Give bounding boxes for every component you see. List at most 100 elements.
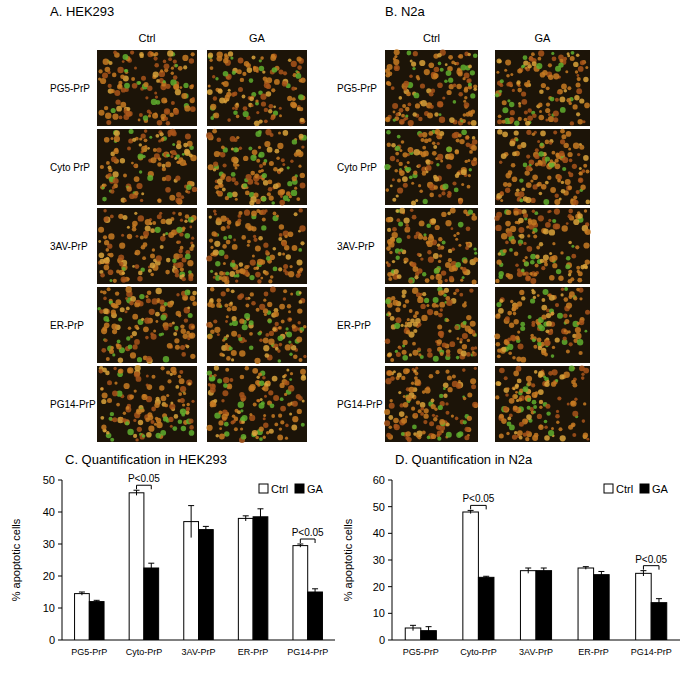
- cell-dot: [243, 111, 249, 117]
- cell-dot: [214, 272, 217, 275]
- cell-dot: [110, 438, 114, 442]
- cell-dot: [120, 307, 125, 312]
- cell-dot: [167, 379, 171, 383]
- cell-dot: [526, 155, 530, 159]
- cell-dot: [183, 392, 186, 395]
- cell-dot: [524, 66, 527, 69]
- cell-dot: [146, 298, 151, 303]
- cell-dot: [136, 235, 139, 238]
- cell-dot: [279, 224, 284, 229]
- cell-dot: [566, 131, 572, 137]
- cell-dot: [185, 233, 191, 239]
- cell-dot: [525, 197, 531, 203]
- cell-dot: [241, 235, 246, 240]
- cell-dot: [390, 185, 393, 188]
- cell-dot: [149, 309, 155, 315]
- cell-dot: [443, 184, 449, 190]
- cell-dot: [229, 347, 233, 351]
- cell-dot: [571, 198, 574, 201]
- cell-dot: [500, 199, 503, 202]
- cell-dot: [101, 387, 104, 390]
- cell-dot: [563, 57, 567, 61]
- cell-dot: [286, 254, 291, 259]
- cell-dot: [246, 304, 250, 308]
- cell-dot: [467, 121, 471, 125]
- row-label: ER-PrP: [50, 320, 84, 331]
- cell-dot: [104, 257, 110, 263]
- cell-dot: [136, 300, 139, 303]
- cell-dot: [290, 293, 293, 296]
- cell-dot: [111, 324, 117, 330]
- cell-dot: [218, 420, 223, 425]
- cell-dot: [126, 336, 130, 340]
- cell-dot: [406, 92, 411, 97]
- cell-dot: [576, 88, 582, 94]
- cell-dot: [168, 417, 173, 422]
- cell-dot: [275, 149, 280, 154]
- cell-dot: [538, 161, 543, 166]
- cell-dot: [164, 108, 170, 114]
- figure: A. HEK293CtrlGAPG5-PrPCyto PrP3AV-PrPER-…: [0, 0, 700, 700]
- cell-dot: [213, 168, 217, 172]
- cell-dot: [290, 343, 293, 346]
- cell-dot: [239, 350, 245, 356]
- cell-dot: [299, 225, 305, 231]
- cell-dot: [276, 156, 280, 160]
- cell-dot: [532, 61, 537, 66]
- cell-dot: [292, 324, 296, 328]
- cell-dot: [155, 417, 159, 421]
- cell-dot: [143, 242, 148, 247]
- cell-dot: [298, 396, 303, 401]
- cell-dot: [135, 264, 140, 269]
- cell-dot: [124, 383, 130, 389]
- cell-dot: [524, 118, 528, 122]
- row-label: Cyto PrP: [337, 162, 377, 173]
- cell-dot: [247, 67, 253, 73]
- cell-dot: [291, 190, 297, 196]
- cell-dot: [262, 70, 265, 73]
- cell-dot: [231, 289, 235, 293]
- cell-dot: [273, 212, 277, 216]
- cell-dot: [421, 152, 427, 158]
- cell-dot: [583, 155, 589, 161]
- cell-dot: [249, 332, 253, 336]
- cell-dot: [395, 152, 399, 156]
- cell-dot: [218, 89, 223, 94]
- cell-dot: [228, 51, 233, 56]
- cell-dot: [231, 358, 234, 361]
- cell-dot: [576, 190, 580, 194]
- cell-dot: [114, 304, 119, 309]
- cell-dot: [444, 79, 448, 83]
- cell-dot: [207, 334, 212, 339]
- cell-dot: [573, 196, 577, 200]
- cell-dot: [115, 291, 119, 295]
- cell-dot: [138, 81, 141, 84]
- cell-dot: [221, 226, 226, 231]
- cell-dot: [386, 188, 390, 192]
- cell-dot: [134, 191, 138, 195]
- cell-dot: [286, 327, 289, 330]
- cell-dot: [171, 155, 174, 158]
- cell-dot: [165, 270, 170, 275]
- cell-dot: [267, 147, 273, 153]
- cell-dot: [148, 269, 152, 273]
- cell-dot: [113, 279, 117, 283]
- cell-dot: [134, 325, 138, 329]
- cell-dot: [249, 96, 254, 101]
- cell-dot: [132, 314, 138, 320]
- cell-dot: [427, 112, 433, 118]
- cell-dot: [213, 161, 218, 166]
- cell-dot: [212, 75, 215, 78]
- cell-dot: [228, 89, 231, 92]
- cell-dot: [233, 239, 236, 242]
- cell-dot: [255, 99, 258, 102]
- cell-dot: [173, 75, 178, 80]
- cell-dot: [257, 331, 261, 335]
- cell-dot: [418, 133, 422, 137]
- cell-dot: [123, 54, 129, 60]
- micrograph-image: [495, 50, 590, 126]
- cell-dot: [402, 104, 406, 108]
- cell-dot: [117, 340, 121, 344]
- cell-dot: [161, 137, 164, 140]
- cell-dot: [120, 102, 126, 108]
